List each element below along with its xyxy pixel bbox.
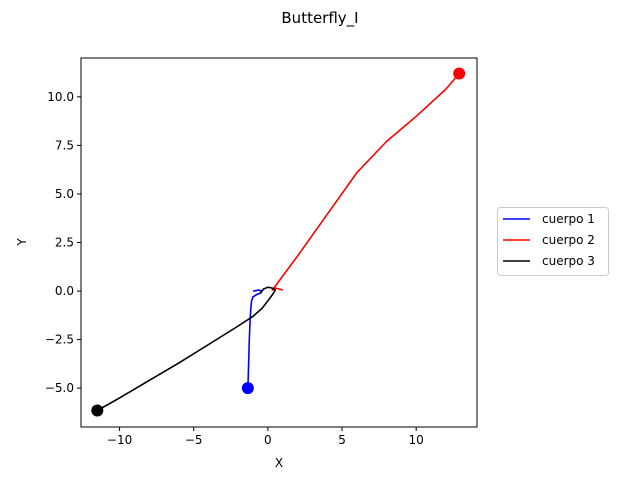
- series-line-1: [247, 289, 263, 389]
- series-line-2: [271, 72, 460, 291]
- legend: cuerpo 1 cuerpo 2 cuerpo 3: [497, 207, 609, 276]
- x-tick-label: 0: [264, 433, 272, 447]
- y-axis-label: Y: [15, 238, 29, 247]
- legend-label-3: cuerpo 3: [542, 254, 595, 268]
- series-end-marker-3: [91, 404, 104, 417]
- legend-box: [497, 207, 609, 276]
- y-tick-label: 10.0: [47, 90, 74, 104]
- y-tick-label: 2.5: [55, 236, 74, 250]
- legend-label-1: cuerpo 1: [542, 212, 595, 226]
- y-tick-label: 5.0: [55, 187, 74, 201]
- x-tick-label: 10: [409, 433, 424, 447]
- series-end-marker-1: [241, 382, 254, 395]
- y-tick-label: −2.5: [45, 333, 74, 347]
- y-tick-label: 0.0: [55, 284, 74, 298]
- y-tick-label: −5.0: [45, 381, 74, 395]
- x-tick-label: −10: [107, 433, 132, 447]
- legend-label-2: cuerpo 2: [542, 233, 595, 247]
- plot-area: −10 −5 0 5 10 −5.0 −2.5 0.0 2.5 5.0 7.5 10.0: [45, 57, 478, 447]
- chart-title: Butterfly_I: [281, 9, 358, 28]
- series-end-marker-2: [453, 67, 466, 80]
- x-axis-label: X: [275, 456, 283, 470]
- series-line-3: [96, 286, 277, 412]
- x-tick-label: 5: [338, 433, 346, 447]
- x-tick-label: −5: [185, 433, 203, 447]
- axes-frame: [80, 57, 478, 428]
- y-tick-label: 7.5: [55, 138, 74, 152]
